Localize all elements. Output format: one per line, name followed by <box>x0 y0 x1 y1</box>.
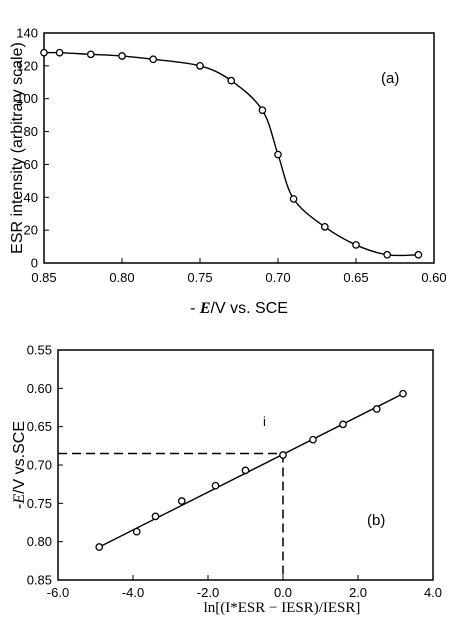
panel-b-x-ticks: -6.0 -4.0 -2.0 0.0 2.0 4.0 <box>47 575 442 600</box>
panel-a-plot-frame <box>43 32 435 264</box>
y-tick-label: 120 <box>16 58 38 73</box>
panel-b-data-points <box>95 389 407 551</box>
y-label-symbol: E <box>11 494 28 505</box>
panel-a: 0.85 0.80 0.75 0.70 0.65 0.60 0 20 40 60 80 100 120… <box>9 26 447 318</box>
x-tick-label: -4.0 <box>122 585 144 600</box>
y-tick-label: 20 <box>24 223 38 238</box>
panel-a-x-axis-label: - E/V vs. SCE <box>190 300 288 317</box>
data-point <box>372 405 381 413</box>
y-tick-label: 80 <box>24 124 38 139</box>
y-tick-label: 100 <box>16 91 38 106</box>
panel-b-plot-frame <box>57 349 434 581</box>
data-point <box>339 420 347 429</box>
data-point <box>383 250 392 259</box>
data-point <box>289 195 298 203</box>
x-tick-label: 0.65 <box>343 270 368 285</box>
y-label-prefix: - <box>11 504 28 509</box>
y-tick-label: 0.60 <box>27 381 52 396</box>
data-point <box>211 481 220 490</box>
y-tick-label: 0.70 <box>27 458 52 473</box>
x-label-suffix: /V vs. SCE <box>211 300 288 317</box>
data-point <box>352 241 360 249</box>
data-point <box>118 52 126 60</box>
data-point <box>177 497 186 505</box>
data-point <box>86 50 95 59</box>
x-tick-label: 0.85 <box>31 270 56 285</box>
y-tick-label: 0.75 <box>27 496 52 511</box>
panel-b-x-axis-label: ln[(I*ESR − IESR)/IESR] <box>204 600 361 616</box>
data-point <box>227 76 236 85</box>
y-tick-label: 60 <box>24 157 38 172</box>
data-point <box>40 48 48 57</box>
x-tick-label: 2.0 <box>349 585 367 600</box>
data-point <box>414 250 423 259</box>
y-tick-label: 140 <box>16 26 38 41</box>
panel-b-label: (b) <box>367 512 385 529</box>
x-tick-label: -2.0 <box>197 585 219 600</box>
panel-b-fit-line <box>98 393 404 548</box>
data-point <box>151 512 160 521</box>
data-point <box>132 527 141 536</box>
x-tick-label: 0.0 <box>274 585 292 600</box>
panel-a-x-ticks: 0.85 0.80 0.75 0.70 0.65 0.60 <box>31 258 447 285</box>
data-point <box>309 435 317 444</box>
data-point <box>320 223 329 231</box>
x-label-symbol: E <box>199 300 211 317</box>
y-tick-label: 0.65 <box>27 419 52 434</box>
x-tick-label: 0.60 <box>421 270 446 285</box>
data-point <box>279 451 287 459</box>
data-point <box>258 106 267 115</box>
panel-a-data-points <box>40 48 423 259</box>
y-tick-label: 0.55 <box>27 343 52 358</box>
x-tick-label: -6.0 <box>47 585 69 600</box>
data-point <box>241 466 250 475</box>
panel-b: -6.0 -4.0 -2.0 0.0 2.0 4.0 0.550.600.650.700.… <box>11 343 442 617</box>
y-tick-label: 0.80 <box>27 534 52 549</box>
x-tick-label: 0.80 <box>109 270 134 285</box>
panel-a-y-axis-label: ESR intensity (arbitrary scale) <box>9 42 26 254</box>
data-point <box>55 48 64 57</box>
data-point <box>274 150 282 159</box>
panel-b-annotation: i <box>263 414 266 429</box>
panel-b-y-axis-label: -E/V vs.SCE <box>11 421 28 509</box>
y-tick-label: 0.85 <box>27 573 52 588</box>
data-point <box>95 543 104 551</box>
data-point <box>149 55 158 64</box>
x-tick-label: 4.0 <box>424 585 442 600</box>
y-tick-label: 0 <box>31 256 38 271</box>
data-point <box>399 389 407 398</box>
y-tick-label: 40 <box>24 190 38 205</box>
x-label-prefix: - <box>190 300 200 317</box>
y-label-suffix: /V vs.SCE <box>11 421 28 494</box>
data-point <box>196 62 204 70</box>
panel-a-label: (a) <box>381 70 399 87</box>
panel-a-y-ticks: 0 20 40 60 80 100 120 140 <box>16 26 49 271</box>
x-tick-label: 0.75 <box>187 270 212 285</box>
x-tick-label: 0.70 <box>265 270 290 285</box>
panel-b-y-ticks: 0.55 0.60 0.65 0.70 0.75 0.80 0.85 <box>27 343 63 588</box>
